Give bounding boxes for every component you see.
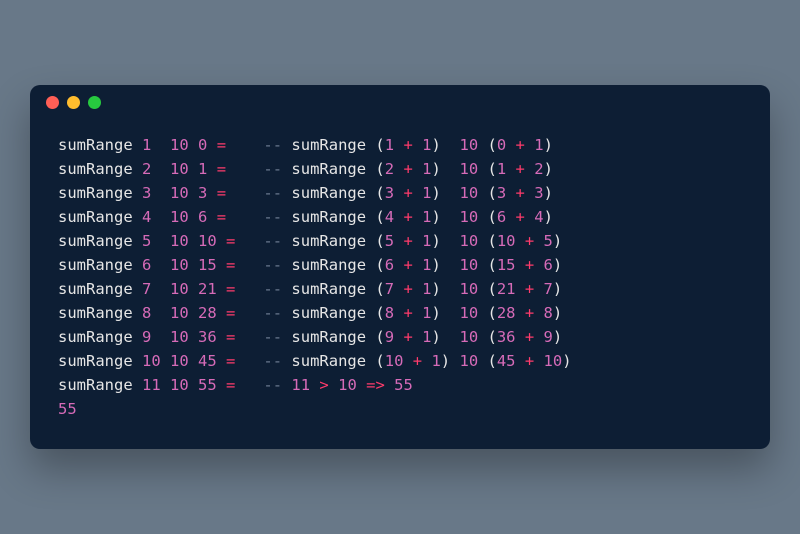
close-icon[interactable]: [46, 96, 59, 109]
minimize-icon[interactable]: [67, 96, 80, 109]
code-area: sumRange 1 10 0 = -- sumRange (1 + 1) 10…: [30, 121, 770, 449]
maximize-icon[interactable]: [88, 96, 101, 109]
title-bar: [30, 85, 770, 121]
terminal-window: sumRange 1 10 0 = -- sumRange (1 + 1) 10…: [30, 85, 770, 449]
